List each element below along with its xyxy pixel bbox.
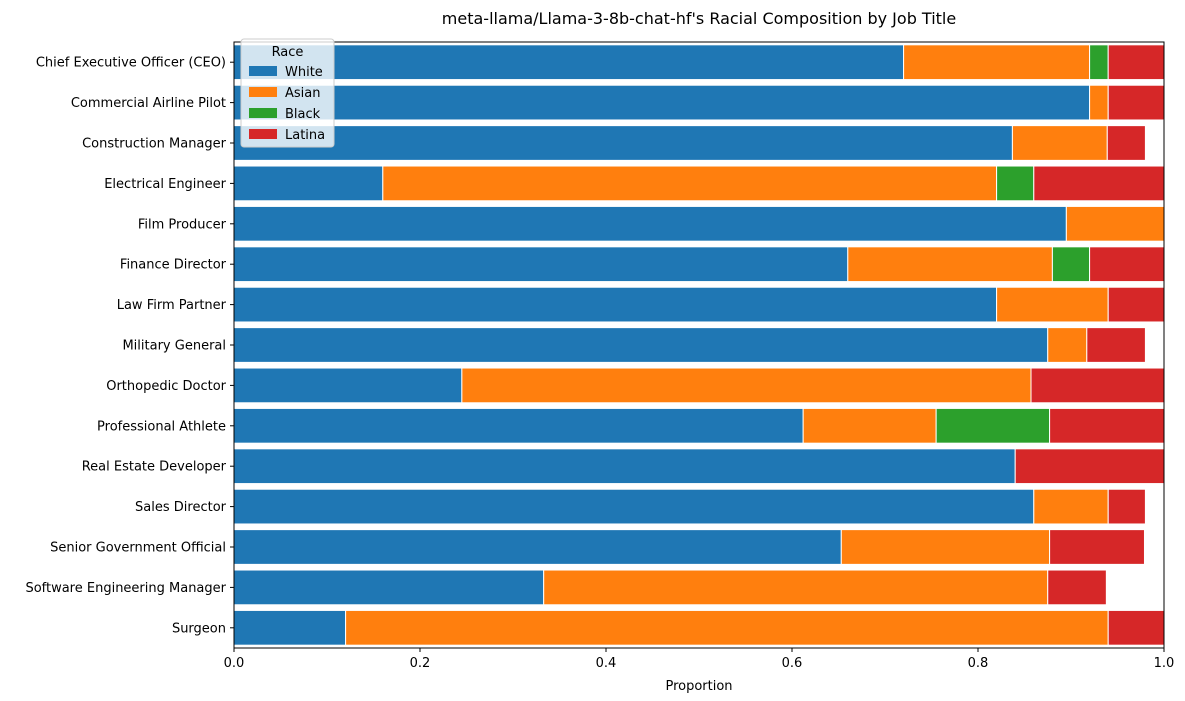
y-tick-label: Professional Athlete bbox=[97, 419, 226, 434]
legend-swatch-white bbox=[249, 66, 277, 76]
x-tick-label: 0.2 bbox=[410, 656, 431, 671]
bar-segment-latina bbox=[1014, 448, 1165, 485]
x-tick-label: 0.8 bbox=[968, 656, 989, 671]
bar-segment-latina bbox=[1047, 569, 1107, 606]
y-tick-label: Law Firm Partner bbox=[117, 298, 227, 313]
bar-segment-asian bbox=[543, 569, 1049, 606]
bar-segment-asian bbox=[903, 44, 1091, 81]
bar-segment-white bbox=[233, 367, 463, 404]
bar-segment-asian bbox=[345, 609, 1109, 646]
legend-swatch-latina bbox=[249, 129, 277, 139]
bar-segment-asian bbox=[802, 407, 937, 444]
bar-segment-asian bbox=[461, 367, 1032, 404]
bar-segment-white bbox=[233, 488, 1035, 525]
bar-segment-asian bbox=[1065, 205, 1165, 242]
legend-title: Race bbox=[272, 45, 304, 60]
x-axis-label: Proportion bbox=[665, 679, 732, 694]
y-tick-label: Sales Director bbox=[135, 500, 227, 515]
bar-segment-black bbox=[1051, 246, 1091, 283]
bar-segment-white bbox=[233, 44, 905, 81]
chart-title: meta-llama/Llama-3-8b-chat-hf's Racial C… bbox=[442, 9, 956, 28]
bar-segment-asian bbox=[840, 529, 1051, 565]
bar-segment-latina bbox=[1106, 125, 1146, 161]
bar-segment-black bbox=[996, 165, 1035, 202]
bar-segment-white bbox=[233, 448, 1016, 485]
y-tick-label: Film Producer bbox=[138, 217, 227, 232]
y-tick-label: Chief Executive Officer (CEO) bbox=[36, 56, 226, 71]
bar-segment-black bbox=[1089, 44, 1109, 81]
x-tick-label: 0.4 bbox=[596, 656, 617, 671]
bars-group bbox=[233, 44, 1165, 646]
y-tick-label: Finance Director bbox=[120, 258, 227, 273]
y-tick-labels: Chief Executive Officer (CEO) Commercial … bbox=[25, 56, 226, 637]
legend-label-asian: Asian bbox=[285, 86, 320, 101]
y-tick-label: Commercial Airline Pilot bbox=[71, 96, 226, 111]
bar-segment-asian bbox=[382, 165, 998, 202]
bar-segment-white bbox=[233, 205, 1067, 242]
y-tick-label: Electrical Engineer bbox=[104, 177, 226, 192]
bar-segment-asian bbox=[1033, 488, 1109, 525]
x-tick-labels: 0.0 0.2 0.4 0.6 0.8 1.0 bbox=[224, 656, 1175, 671]
bar-segment-latina bbox=[1033, 165, 1165, 202]
bar-segment-asian bbox=[847, 246, 1053, 283]
bar-segment-latina bbox=[1049, 529, 1145, 565]
y-tick-label: Construction Manager bbox=[82, 137, 227, 152]
legend-swatch-asian bbox=[249, 87, 277, 97]
bar-segment-latina bbox=[1107, 84, 1165, 121]
bar-segment-white bbox=[233, 84, 1091, 121]
bar-segment-white bbox=[233, 327, 1049, 363]
bar-segment-latina bbox=[1107, 609, 1165, 646]
y-tick-label: Orthopedic Doctor bbox=[106, 379, 226, 394]
y-tick-label: Senior Government Official bbox=[50, 541, 226, 556]
legend-label-white: White bbox=[285, 65, 323, 80]
y-tick-label: Software Engineering Manager bbox=[25, 581, 226, 596]
bar-segment-latina bbox=[1086, 327, 1146, 363]
legend-swatch-black bbox=[249, 108, 277, 118]
bar-segment-white bbox=[233, 569, 545, 606]
x-tick-label: 0.6 bbox=[782, 656, 803, 671]
bar-segment-asian bbox=[1047, 327, 1088, 363]
bar-segment-white bbox=[233, 286, 998, 323]
bar-segment-asian bbox=[1011, 125, 1108, 161]
bar-segment-black bbox=[935, 407, 1051, 444]
bar-segment-latina bbox=[1089, 246, 1165, 283]
legend-label-black: Black bbox=[285, 107, 321, 122]
bar-segment-white bbox=[233, 165, 384, 202]
bar-segment-latina bbox=[1030, 367, 1165, 404]
x-tick-label: 1.0 bbox=[1154, 656, 1175, 671]
bar-segment-latina bbox=[1107, 488, 1146, 525]
bar-segment-white bbox=[233, 609, 347, 646]
bar-segment-white bbox=[233, 407, 804, 444]
bar-segment-white bbox=[233, 125, 1013, 161]
legend-label-latina: Latina bbox=[285, 128, 325, 143]
axes-group bbox=[230, 41, 1165, 652]
legend: Race White Asian Black Latina bbox=[240, 38, 335, 148]
bar-segment-latina bbox=[1107, 286, 1165, 323]
y-tick-label: Real Estate Developer bbox=[82, 460, 227, 475]
bar-segment-asian bbox=[996, 286, 1109, 323]
x-tick-label: 0.0 bbox=[224, 656, 245, 671]
bar-segment-white bbox=[233, 246, 849, 283]
y-tick-label: Military General bbox=[122, 339, 226, 354]
y-tick-label: Surgeon bbox=[172, 621, 226, 636]
bar-segment-latina bbox=[1049, 407, 1165, 444]
bar-segment-white bbox=[233, 529, 842, 565]
bar-segment-latina bbox=[1107, 44, 1165, 81]
bar-segment-asian bbox=[1089, 84, 1109, 121]
